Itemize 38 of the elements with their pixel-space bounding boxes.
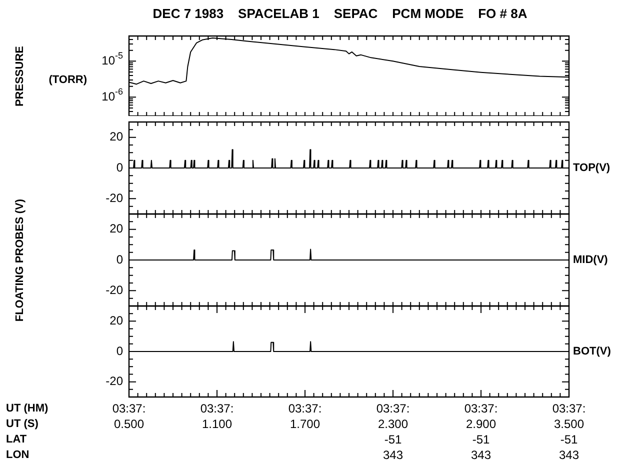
text: 343 — [382, 448, 404, 462]
text: UT (S) — [6, 418, 39, 430]
text: 03:37: — [200, 401, 234, 416]
x-tick-label: 1.700 — [290, 416, 320, 431]
text: -51 — [472, 432, 490, 446]
y-tick-label: -20 — [106, 190, 124, 205]
y-tick-label: 20 — [110, 313, 124, 328]
text: (TORR) — [48, 74, 88, 86]
y-tick-label: -20 — [106, 374, 124, 388]
x-tick-label: 0.500 — [114, 416, 144, 431]
text: LON — [6, 449, 30, 462]
y-tick-label: 20 — [110, 130, 124, 144]
y-tick-label: 0 — [116, 252, 124, 266]
text: 03:37: — [112, 401, 146, 416]
x-tick-label: 3.500 — [554, 416, 584, 431]
text: -51 — [560, 432, 578, 446]
text: 03:37: — [288, 401, 322, 416]
x-tick-label: 2.300 — [378, 416, 408, 431]
text: -51 — [384, 432, 402, 446]
x-tick-label: 1.100 — [202, 416, 232, 431]
y-axis-title: PRESSURE — [14, 46, 26, 106]
text: 03:37: — [552, 401, 586, 416]
x-tick-label: 2.900 — [466, 416, 496, 431]
y-tick-label: -20 — [106, 282, 124, 297]
chart-title: DEC 7 1983 SPACELAB 1 SEPAC PCM MODE FO # 8A — [152, 6, 528, 21]
text: 03:37: — [464, 401, 498, 416]
text: 343 — [470, 448, 492, 462]
text: 343 — [558, 448, 580, 462]
legend-label: TOP(V) — [573, 162, 610, 174]
text: LAT — [6, 434, 27, 446]
legend-label: BOT(V) — [573, 346, 612, 358]
text: 03:37: — [376, 401, 410, 416]
y-tick-label: 20 — [110, 222, 124, 236]
y-tick-label: 0 — [116, 344, 124, 358]
y-tick-label: 0 — [116, 160, 124, 174]
y-axis-title: FLOATING PROBES (V) — [14, 198, 26, 322]
legend-label: MID(V) — [573, 254, 608, 266]
text: UT (HM) — [6, 402, 48, 415]
